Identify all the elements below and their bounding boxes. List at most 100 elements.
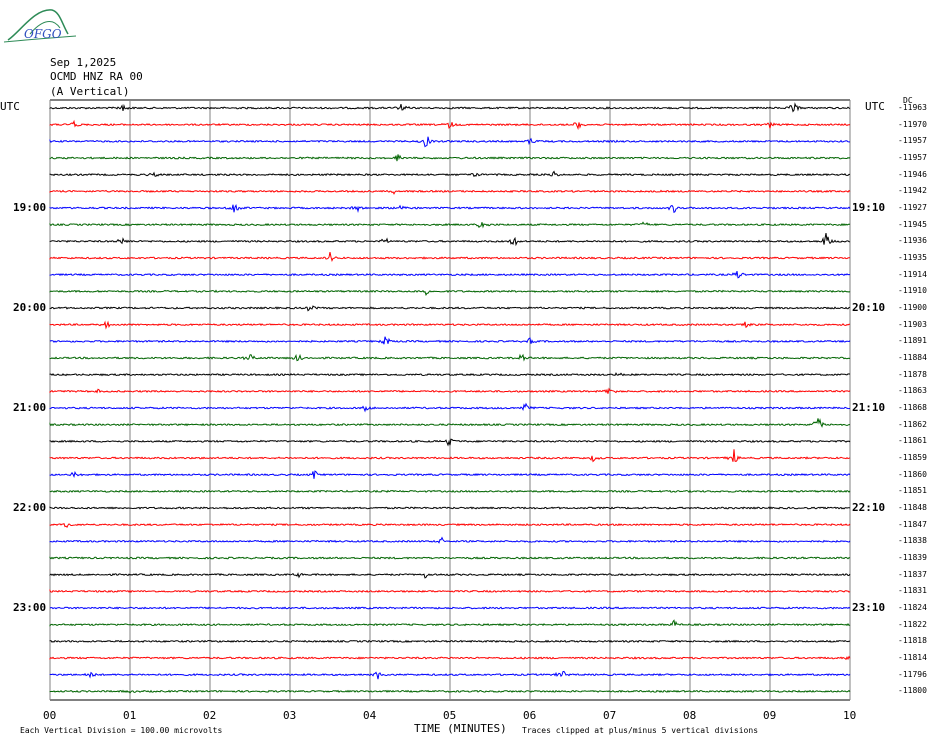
hour-label-left: 22:00	[13, 501, 47, 514]
utc-left-label: UTC	[0, 100, 20, 113]
seismic-trace	[49, 136, 851, 148]
seismic-trace	[49, 170, 850, 178]
ofgo-logo	[3, 9, 77, 43]
seismic-trace	[49, 639, 851, 643]
x-tick-label: 02	[203, 709, 217, 722]
dc-offset-label: -11946	[898, 169, 927, 179]
seismic-trace	[49, 449, 851, 463]
x-tick-label: 04	[363, 709, 377, 722]
x-tick-label: 05	[443, 709, 457, 722]
component-label: (A Vertical)	[50, 85, 130, 98]
seismic-trace	[49, 489, 851, 493]
seismic-trace	[49, 536, 851, 544]
seismic-trace	[49, 204, 851, 214]
seismic-trace	[49, 438, 851, 447]
dc-label: DC	[903, 96, 913, 105]
hour-label-right: 19:10	[852, 201, 886, 214]
dc-offset-label: -11800	[898, 686, 927, 696]
dc-offset-label: -11847	[898, 519, 927, 529]
dc-offset-label: -11963	[898, 103, 927, 112]
x-axis-title: TIME (MINUTES)	[414, 722, 507, 735]
seismic-trace	[49, 289, 851, 296]
dc-offset-label: -11851	[898, 486, 927, 496]
seismic-trace	[49, 336, 851, 345]
dc-offset-label: -11824	[898, 603, 927, 612]
x-tick-label: 03	[283, 709, 297, 722]
seismic-trace	[49, 353, 851, 362]
dc-offset-label: -11863	[898, 386, 927, 396]
hour-label-left: 20:00	[13, 301, 47, 314]
x-tick-label: 09	[763, 709, 777, 722]
seismic-trace	[49, 506, 851, 510]
dc-offset-label: -11914	[898, 269, 927, 279]
seismic-trace	[49, 119, 851, 131]
date-label: Sep 1,2025	[50, 56, 117, 69]
hour-label-left: 19:00	[13, 201, 47, 214]
seismic-trace	[49, 619, 851, 627]
seismic-trace	[49, 655, 851, 661]
seismic-trace	[49, 189, 851, 195]
station-label: OCMD HNZ RA 00	[50, 70, 143, 83]
dc-offset-label: -11796	[898, 669, 927, 679]
dc-offset-label: -11860	[898, 469, 927, 479]
dc-offset-label: -11927	[898, 203, 927, 212]
dc-offset-label: -11814	[898, 653, 927, 662]
seismic-trace	[49, 252, 850, 263]
dc-offset-label: -11862	[898, 419, 927, 429]
seismic-trace	[49, 372, 850, 377]
seismic-trace	[49, 470, 851, 479]
hour-label-right: 21:10	[852, 401, 886, 414]
dc-offset-label: -11839	[898, 553, 927, 562]
dc-offset-label: -11942	[898, 186, 927, 196]
dc-offset-label: -11945	[898, 219, 927, 229]
x-tick-label: 08	[683, 709, 697, 722]
utc-right-label: UTC	[865, 100, 885, 113]
dc-offset-label: -11878	[898, 369, 927, 379]
seismic-trace	[49, 102, 851, 113]
seismic-trace	[49, 387, 851, 394]
seismic-trace	[49, 418, 850, 428]
dc-offset-label: -11861	[898, 436, 927, 446]
x-tick-label: 10	[843, 709, 857, 722]
dc-offset-label: -11900	[898, 303, 927, 312]
scale-note: Each Vertical Division = 100.00 microvol…	[20, 726, 223, 735]
seismic-trace	[49, 689, 851, 694]
seismic-trace	[49, 402, 851, 413]
dc-offset-label: -11822	[898, 619, 927, 629]
dc-offset-label: -11936	[898, 236, 927, 246]
x-tick-label: 07	[603, 709, 617, 722]
logo-text: OFGO	[24, 27, 62, 41]
dc-offset-label: -11837	[898, 569, 927, 579]
dc-offset-label: -11957	[898, 153, 927, 162]
dc-offset-label: -11910	[898, 286, 927, 296]
seismic-trace	[49, 670, 851, 680]
dc-offset-label: -11935	[898, 253, 927, 262]
dc-offset-label: -11868	[898, 403, 927, 412]
seismic-trace	[49, 572, 851, 579]
seismic-trace	[49, 270, 851, 279]
seismic-trace	[49, 522, 851, 529]
seismic-trace	[49, 154, 851, 162]
seismic-trace	[49, 320, 850, 330]
hour-label-right: 20:10	[852, 301, 886, 314]
seismic-trace	[49, 606, 851, 610]
dc-offset-label: -11891	[898, 336, 927, 346]
dc-offset-label: -11848	[898, 503, 927, 512]
dc-offset-label: -11884	[898, 353, 927, 362]
seismic-trace	[49, 305, 851, 312]
dc-offset-label: -11903	[898, 319, 927, 329]
x-tick-label: 00	[43, 709, 57, 722]
dc-offset-label: -11818	[898, 636, 927, 646]
dc-offset-label: -11838	[898, 536, 927, 546]
hour-label-left: 21:00	[13, 401, 47, 414]
dc-offset-label: -11970	[898, 119, 927, 129]
clip-note: Traces clipped at plus/minus 5 vertical …	[522, 726, 759, 735]
hour-label-right: 22:10	[852, 501, 886, 514]
dc-offset-label: -11831	[898, 586, 927, 596]
seismic-trace	[49, 221, 851, 229]
dc-offset-label: -11859	[898, 453, 927, 462]
hour-label-left: 23:00	[13, 601, 47, 614]
seismic-trace	[49, 589, 851, 593]
x-tick-label: 06	[523, 709, 537, 722]
